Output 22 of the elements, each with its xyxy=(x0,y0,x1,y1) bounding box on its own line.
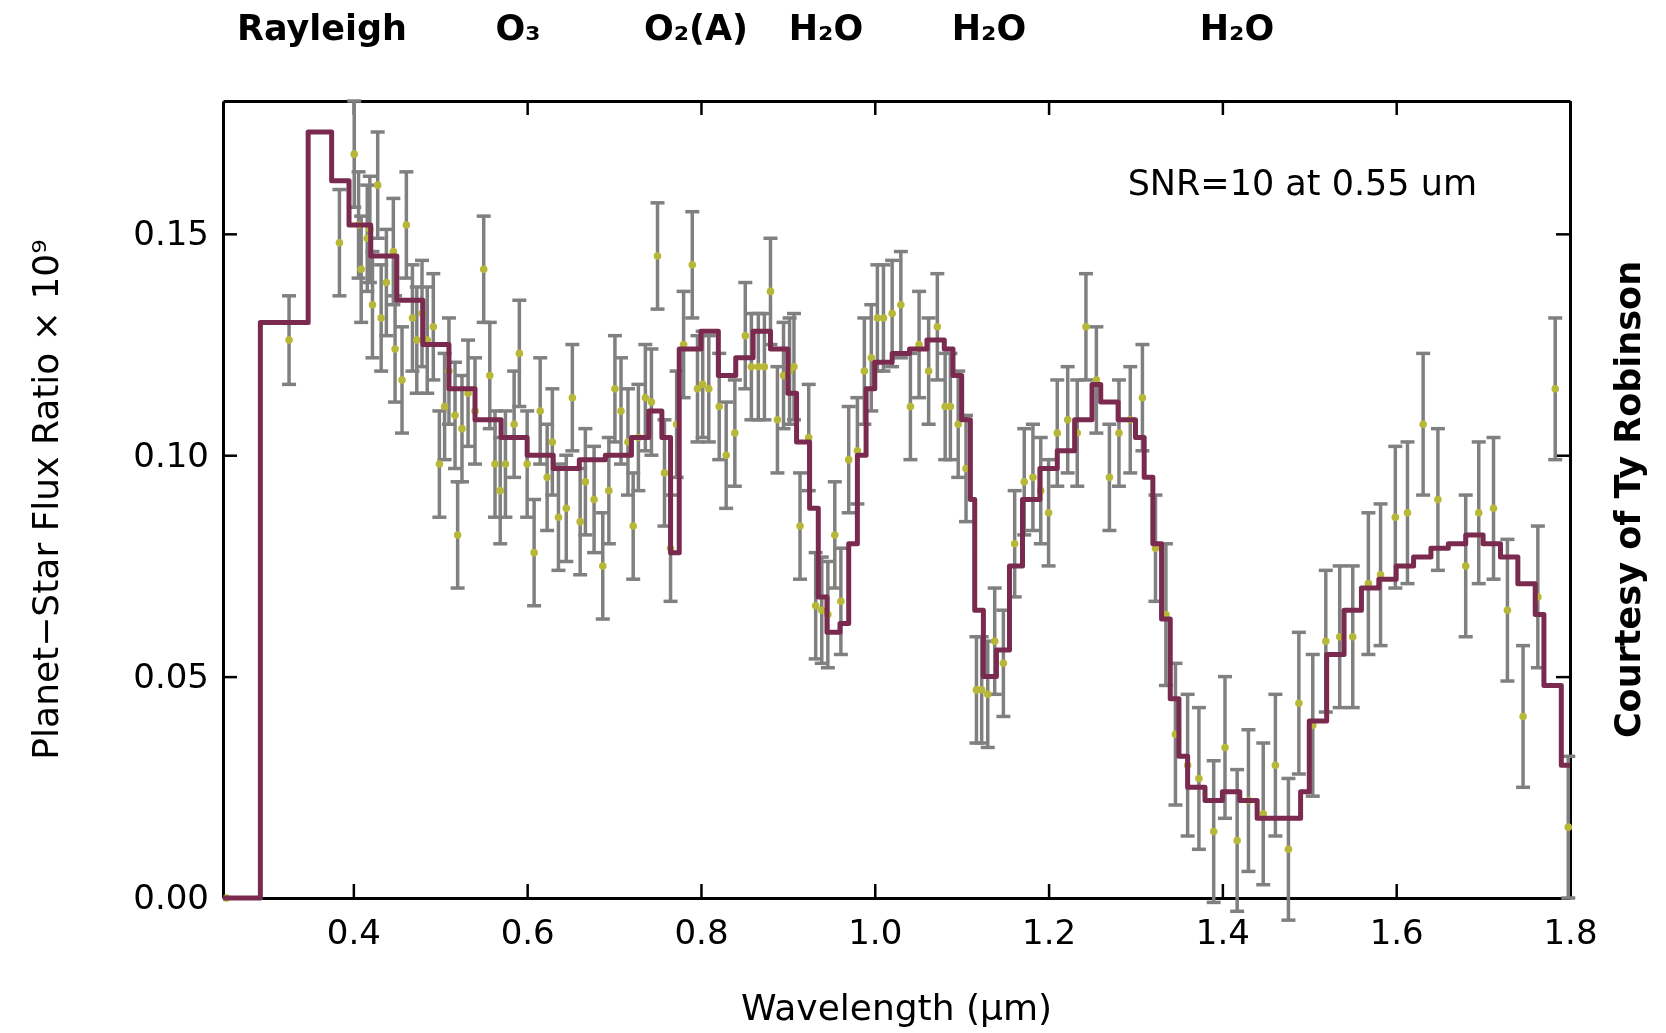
x-tick-label: 1.6 xyxy=(1369,912,1424,953)
x-tick-label: 0.4 xyxy=(326,912,381,953)
text: Courtesy of Ty Robinson xyxy=(1608,260,1648,739)
x-tick-label: 1.8 xyxy=(1543,912,1598,953)
y-axis-title: Planet−Star Flux Ratio × 10⁹ xyxy=(25,239,66,760)
x-tick-label: 1.4 xyxy=(1195,912,1250,953)
x-tick-label: 0.6 xyxy=(500,912,555,953)
y-tick-label: 0.00 xyxy=(133,877,209,918)
text: H₂O xyxy=(951,8,1027,48)
text: O₂(A) xyxy=(643,8,749,48)
text: H₂O xyxy=(788,8,864,48)
y-tick-label: 0.15 xyxy=(133,213,209,254)
x-tick-label: 1.2 xyxy=(1022,912,1077,953)
annotation: SNR=10 at 0.55 um xyxy=(1127,163,1477,203)
y-tick-label: 0.05 xyxy=(133,655,209,696)
x-tick-label: 1.0 xyxy=(848,912,903,953)
text: O₃ xyxy=(495,8,541,48)
x-tick-label: 0.8 xyxy=(674,912,729,953)
text: Rayleigh xyxy=(236,8,408,48)
y-tick-label: 0.10 xyxy=(133,434,209,475)
text: H₂O xyxy=(1199,8,1275,48)
x-axis-title: Wavelength (μm) xyxy=(740,987,1053,1028)
